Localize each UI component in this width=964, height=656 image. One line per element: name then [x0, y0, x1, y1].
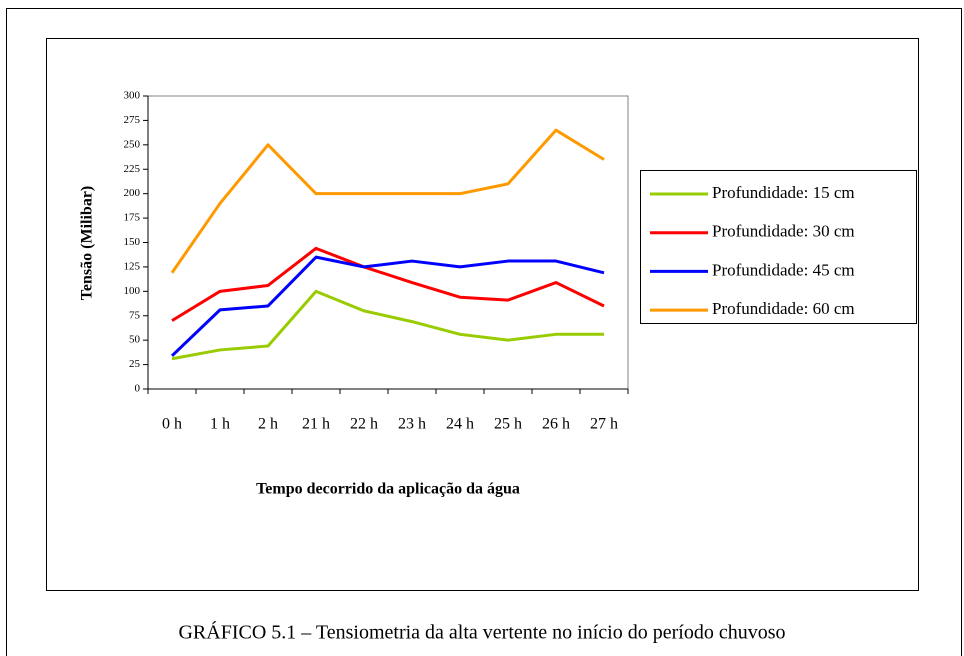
x-tick-label: 25 h [494, 416, 522, 433]
x-tick-label: 21 h [302, 416, 330, 433]
x-tick-label: 2 h [258, 416, 278, 433]
y-axis-label: Tensão (Milibar) [79, 186, 96, 301]
caption: GRÁFICO 5.1 – Tensiometria da alta verte… [178, 621, 785, 644]
legend [640, 170, 917, 324]
series-line [170, 128, 605, 274]
y-tick-label: 175 [124, 212, 141, 224]
y-tick-label: 75 [129, 309, 141, 321]
y-tick-label: 300 [124, 90, 141, 102]
y-tick-label: 150 [124, 236, 141, 248]
outer-frame [6, 8, 962, 656]
y-tick-label: 275 [124, 114, 141, 126]
x-axis-label: Tempo decorrido da aplicação da água [256, 481, 520, 498]
y-tick-label: 50 [129, 334, 141, 346]
x-tick-label: 23 h [398, 416, 426, 433]
y-tick-label: 225 [124, 163, 141, 175]
x-tick-label: 24 h [446, 416, 474, 433]
x-tick-label: 22 h [350, 416, 378, 433]
y-tick-label: 200 [124, 187, 141, 199]
series-line [171, 289, 604, 361]
series-line [171, 246, 605, 322]
x-tick-label: 26 h [542, 416, 570, 433]
legend-label: Profundidade: 45 cm [712, 260, 855, 279]
x-tick-label: 27 h [590, 416, 618, 433]
x-tick-label: 0 h [162, 416, 182, 433]
legend-label: Profundidade: 60 cm [712, 299, 855, 318]
y-tick-label: 250 [124, 138, 141, 150]
legend-label: Profundidade: 15 cm [712, 183, 855, 202]
y-tick-label: 25 [129, 358, 141, 370]
y-tick-label: 125 [124, 260, 141, 272]
y-tick-label: 100 [124, 285, 141, 297]
series-line [170, 255, 605, 357]
legend-label: Profundidade: 30 cm [712, 222, 855, 241]
y-tick-label: 0 [135, 383, 141, 395]
x-tick-label: 1 h [210, 416, 230, 433]
